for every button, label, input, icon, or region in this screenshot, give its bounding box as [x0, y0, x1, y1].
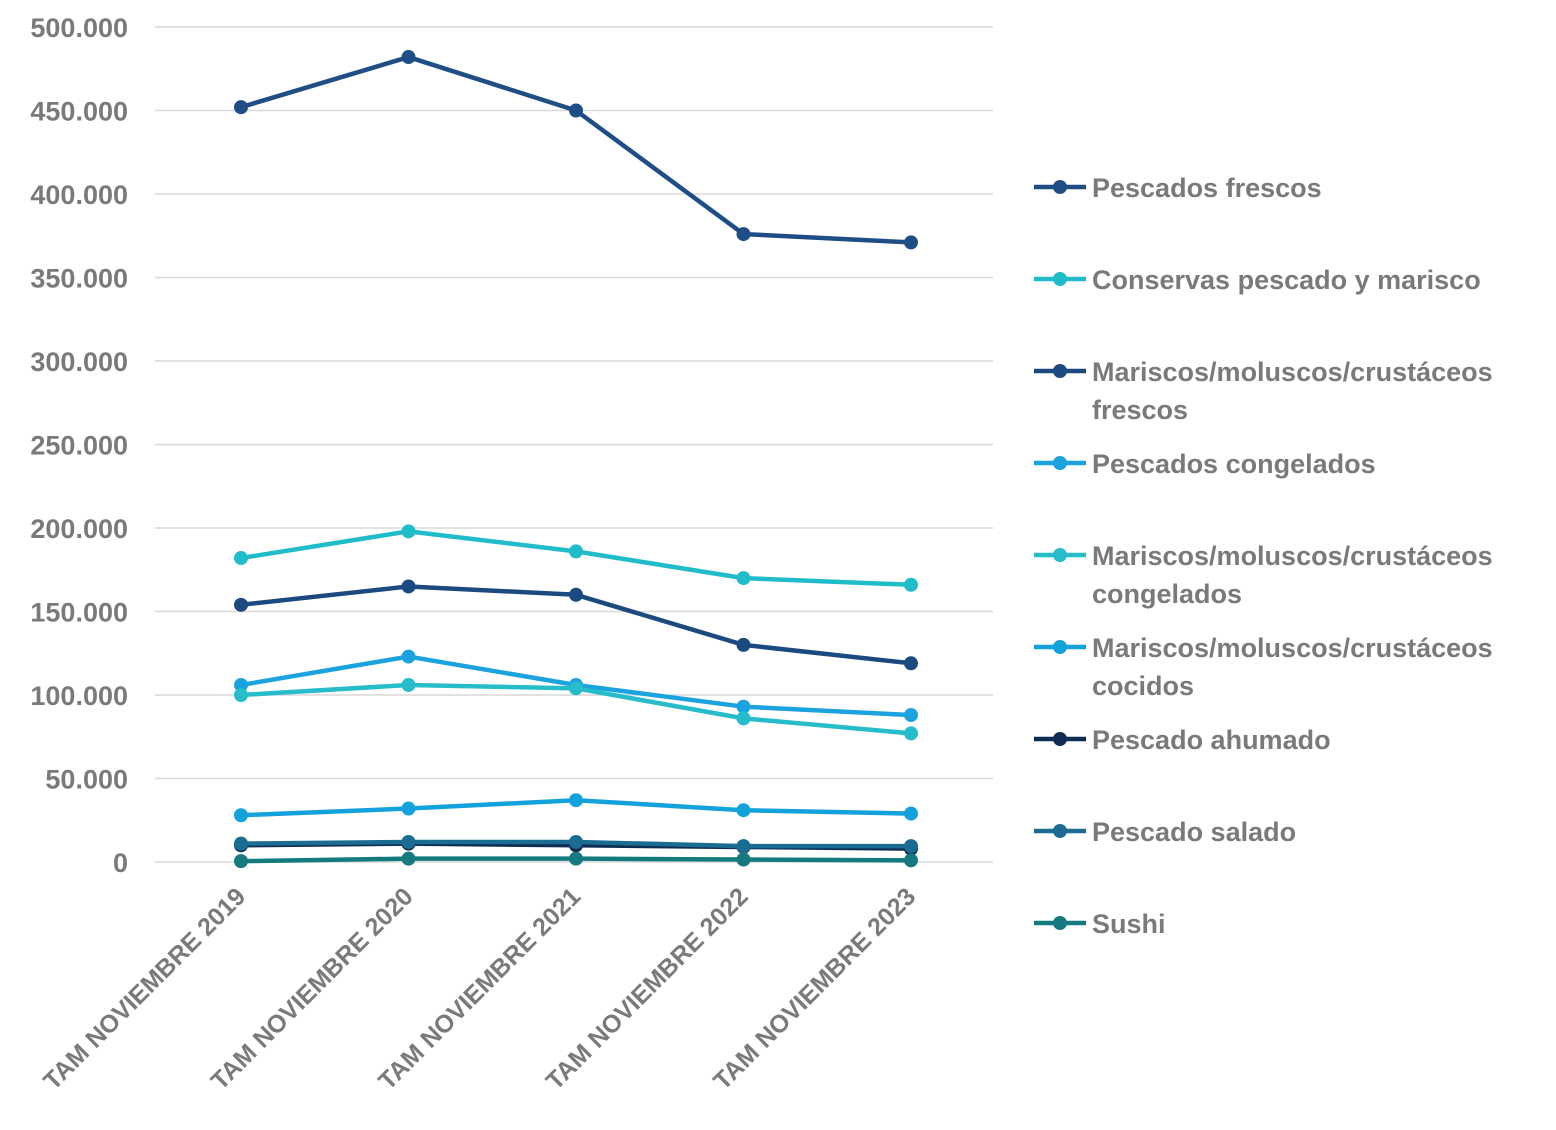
legend-label: Pescado ahumado	[1092, 725, 1331, 755]
data-point	[904, 577, 918, 592]
y-tick-label: 450.000	[30, 97, 128, 127]
legend-point-marker	[1053, 732, 1067, 746]
data-point	[736, 571, 751, 586]
data-point	[569, 103, 583, 118]
series-line	[238, 54, 914, 245]
legend-label: Sushi	[1092, 909, 1166, 939]
data-point	[234, 551, 248, 566]
legend-item: Conservas pescado y marisco	[1034, 265, 1481, 295]
y-tick-label: 0	[113, 848, 128, 878]
data-point	[904, 839, 918, 854]
legend-item: Mariscos/moluscos/crustáceos congelados	[1034, 541, 1493, 609]
legend-point-marker	[1053, 456, 1067, 470]
data-point	[401, 579, 416, 594]
data-point	[904, 656, 918, 671]
data-point	[736, 637, 751, 652]
data-point	[736, 227, 751, 242]
legend-label: Mariscos/moluscos/crustáceos frescos	[1092, 357, 1493, 425]
data-point	[234, 854, 248, 869]
y-tick-label: 300.000	[30, 347, 128, 377]
legend-label: Pescados frescos	[1092, 173, 1322, 203]
y-tick-label: 50.000	[45, 765, 128, 795]
data-point	[234, 100, 248, 115]
legend-point-marker	[1053, 180, 1067, 194]
y-tick-label: 350.000	[30, 264, 128, 294]
data-point	[569, 544, 583, 559]
data-point	[569, 851, 583, 866]
legend-item: Pescado salado	[1034, 817, 1296, 847]
series-8	[234, 851, 918, 869]
data-point	[736, 852, 751, 867]
data-point	[401, 677, 416, 692]
data-point	[736, 711, 751, 726]
legend-item: Mariscos/moluscos/crustáceos cocidos	[1034, 633, 1493, 701]
data-point	[234, 597, 248, 612]
legend-item: Mariscos/moluscos/crustáceos frescos	[1034, 357, 1493, 425]
legend-point-marker	[1053, 548, 1067, 562]
legend-point-marker	[1053, 824, 1067, 838]
data-point	[234, 688, 248, 702]
data-point	[401, 801, 416, 816]
legend-label: Pescado salado	[1092, 817, 1296, 847]
data-point	[234, 677, 248, 692]
data-point	[904, 235, 918, 250]
legend-item: Pescado ahumado	[1034, 725, 1331, 755]
legend-point-marker	[1053, 916, 1067, 930]
data-point	[401, 834, 416, 849]
legend-label: Conservas pescado y marisco	[1092, 265, 1481, 295]
y-axis: 0 50.000 100.000 150.000 200.000 250.000 300.0…	[30, 13, 128, 878]
data-point	[401, 851, 416, 866]
data-point	[401, 50, 416, 65]
series-5	[234, 793, 918, 823]
series-7	[234, 834, 918, 854]
data-point	[569, 834, 583, 849]
legend-item: Sushi	[1034, 909, 1166, 939]
data-point	[401, 649, 416, 664]
series-1	[234, 524, 918, 592]
data-point	[234, 808, 248, 823]
y-tick-label: 400.000	[30, 180, 128, 210]
legend-point-marker	[1053, 640, 1067, 654]
y-tick-label: 150.000	[30, 598, 128, 628]
data-point	[569, 681, 583, 696]
data-point	[904, 806, 918, 821]
series-lines	[234, 50, 918, 869]
data-point	[904, 708, 918, 723]
legend-point-marker	[1053, 364, 1067, 378]
y-tick-label: 250.000	[30, 431, 128, 461]
data-point	[904, 726, 918, 741]
series-4	[234, 677, 918, 741]
data-point	[904, 853, 918, 868]
gridlines	[155, 26, 993, 863]
data-point	[736, 839, 751, 854]
legend-label: Pescados congelados	[1092, 449, 1376, 479]
series-2	[234, 579, 918, 671]
legend-label: Mariscos/moluscos/crustáceos cocidos	[1092, 633, 1493, 701]
legend-item: Pescados congelados	[1034, 449, 1376, 479]
data-point	[736, 699, 751, 714]
legend-item: Pescados frescos	[1034, 173, 1322, 203]
data-point	[234, 836, 248, 851]
y-tick-label: 500.000	[30, 13, 128, 43]
data-point	[736, 803, 751, 818]
legend-label: Mariscos/moluscos/crustáceos congelados	[1092, 541, 1493, 609]
y-tick-label: 200.000	[30, 514, 128, 544]
data-point	[401, 524, 416, 539]
legend: Pescados frescos Conservas pescado y mari…	[1034, 173, 1493, 939]
series-0	[234, 50, 918, 250]
y-tick-label: 100.000	[30, 681, 128, 711]
data-point	[569, 793, 583, 808]
data-point	[569, 587, 583, 602]
legend-point-marker	[1053, 272, 1067, 286]
